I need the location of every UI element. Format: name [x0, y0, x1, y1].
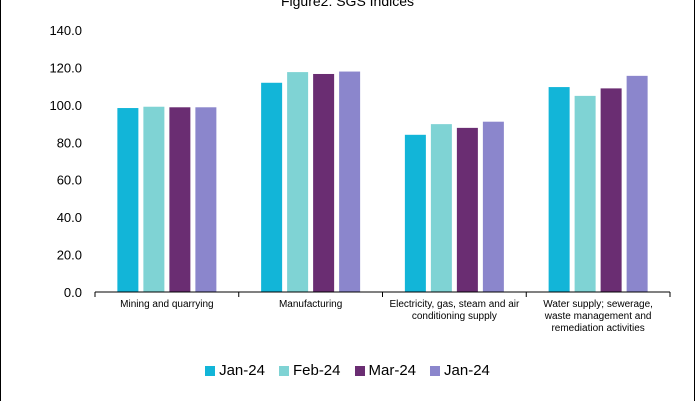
x-category-label: Electricity, gas, steam and air condition…	[389, 299, 520, 322]
legend-label: Mar-24	[368, 362, 417, 379]
legend-item: Feb-24	[278, 362, 341, 379]
legend: Jan-24 Feb-24 Mar-24 Jan-24	[0, 362, 695, 379]
x-category-line: waste management and	[544, 311, 652, 322]
legend-swatch	[354, 365, 365, 376]
x-category-line: remediation activities	[551, 323, 644, 334]
bar	[143, 106, 165, 292]
x-category-line: Electricity, gas, steam and air	[389, 299, 520, 310]
bar	[482, 121, 504, 292]
bar	[117, 108, 139, 292]
y-tick-label: 40.0	[57, 210, 82, 225]
bar	[287, 72, 309, 292]
x-axis: Mining and quarrying Manufacturing Electri…	[94, 291, 671, 334]
bar	[456, 127, 478, 292]
x-category-line: Mining and quarrying	[120, 299, 213, 310]
x-category-label: Water supply; sewerage, waste management …	[543, 299, 653, 334]
bar	[626, 75, 648, 292]
bar	[548, 87, 570, 292]
bar	[600, 88, 622, 292]
y-tick-label: 60.0	[57, 173, 82, 188]
y-tick-label: 0.0	[64, 285, 82, 300]
legend-swatch	[430, 365, 441, 376]
y-tick-label: 20.0	[57, 248, 82, 263]
x-category-line: Water supply; sewerage,	[543, 299, 653, 310]
legend-item: Mar-24	[354, 362, 417, 379]
x-category-label: Manufacturing	[279, 299, 342, 310]
bar	[261, 82, 283, 292]
legend-label: Feb-24	[292, 362, 341, 379]
bar	[313, 73, 335, 292]
legend-label: Jan-24	[444, 362, 490, 379]
legend-swatch	[205, 365, 216, 376]
bar	[169, 107, 191, 292]
bar	[430, 124, 452, 292]
bar	[339, 71, 361, 292]
legend-item: Jan-24	[430, 362, 490, 379]
y-tick-label: 80.0	[57, 135, 82, 150]
bar	[195, 107, 217, 292]
x-category-line: Manufacturing	[279, 299, 342, 310]
bar	[404, 134, 426, 292]
y-axis: 0.0 20.0 40.0 60.0 80.0 100.0 120.0 140.0	[49, 23, 82, 300]
chart-title: Figure2: SGS Indices	[280, 0, 415, 9]
bars	[117, 71, 648, 292]
legend-item: Jan-24	[205, 362, 265, 379]
y-tick-label: 140.0	[49, 23, 82, 38]
bar	[574, 95, 596, 292]
x-category-line: conditioning supply	[412, 311, 497, 322]
legend-swatch	[278, 365, 289, 376]
y-tick-label: 100.0	[49, 98, 82, 113]
y-tick-label: 120.0	[49, 60, 82, 75]
legend-label: Jan-24	[219, 362, 265, 379]
x-category-label: Mining and quarrying	[120, 299, 213, 310]
